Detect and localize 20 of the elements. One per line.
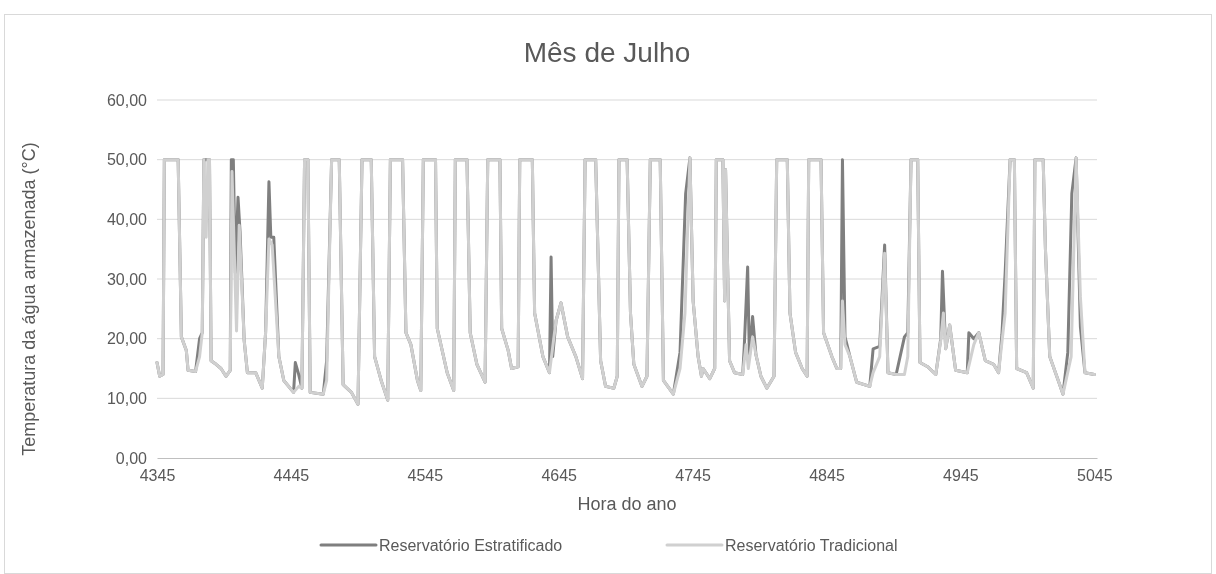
- x-tick-label: 4445: [273, 467, 310, 485]
- x-tick-label: 4945: [943, 467, 979, 485]
- y-tick-label: 50,00: [106, 151, 148, 169]
- x-tick-label: 4745: [675, 467, 712, 485]
- y-tick-label: 20,00: [106, 330, 148, 348]
- x-axis-title: Hora do ano: [577, 494, 677, 514]
- y-tick-label: 30,00: [106, 270, 148, 288]
- legend-label: Reservatório Tradicional: [725, 537, 898, 554]
- y-tick-label: 10,00: [106, 389, 148, 407]
- x-tick-label: 4845: [809, 467, 845, 485]
- legend-label: Reservatório Estratificado: [379, 537, 563, 554]
- x-tick-label: 4545: [407, 467, 444, 485]
- y-axis-title: Temperatura da água armazenada (°C): [19, 142, 39, 456]
- chart-title: Mês de Julho: [523, 37, 691, 68]
- x-tick-label: 4645: [541, 467, 578, 485]
- y-tick-label: 40,00: [106, 210, 148, 228]
- y-tick-label: 60,00: [106, 91, 148, 109]
- x-tick-label: 5045: [1077, 467, 1113, 485]
- x-tick-label: 4345: [139, 467, 176, 485]
- y-tick-label: 0,00: [115, 449, 148, 467]
